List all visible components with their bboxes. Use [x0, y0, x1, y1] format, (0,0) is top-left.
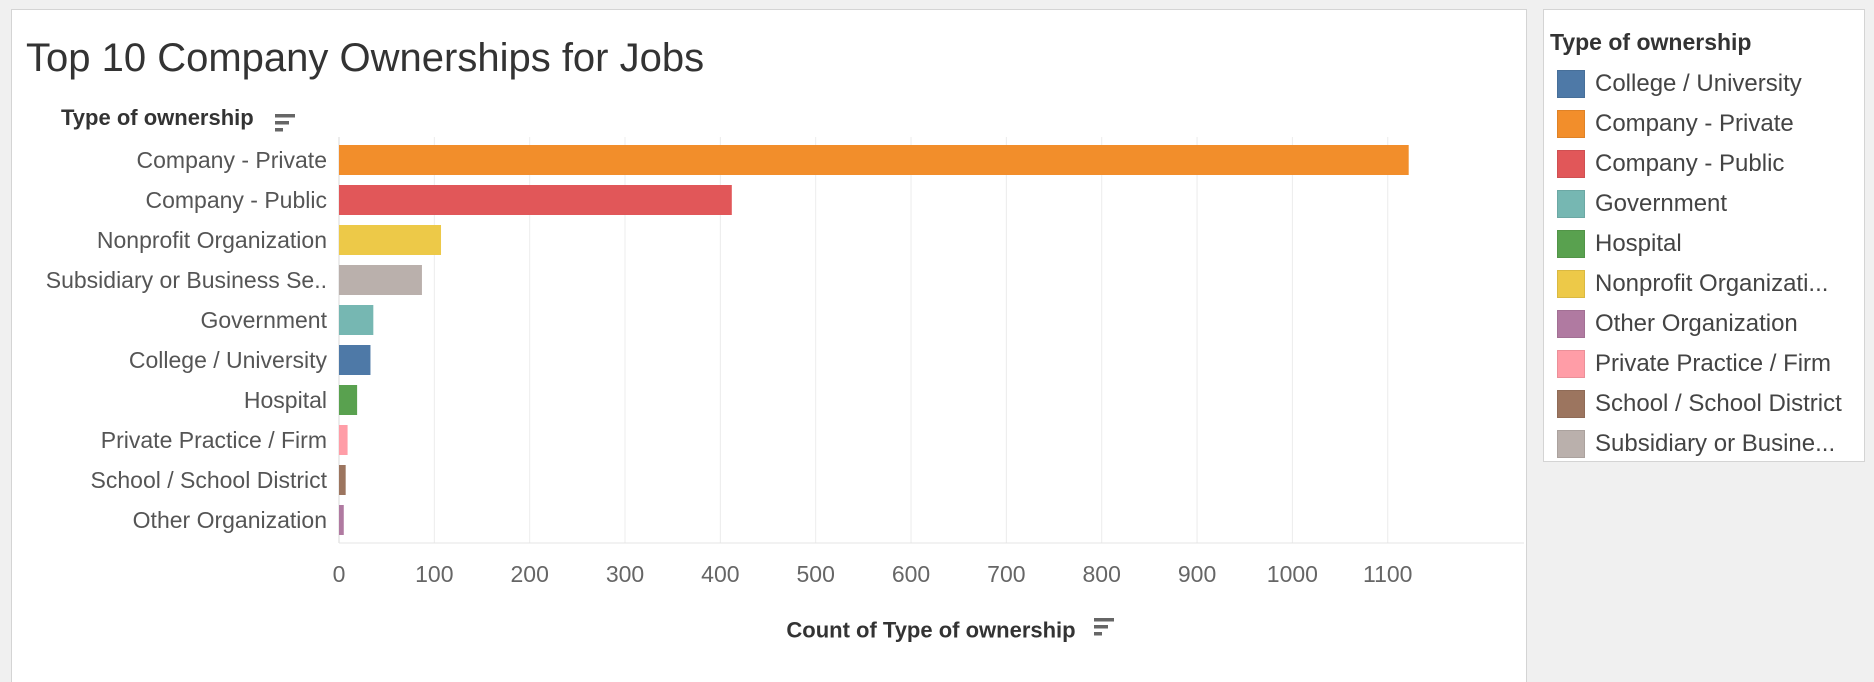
legend-swatch — [1557, 110, 1585, 138]
bar — [339, 305, 374, 335]
x-tick-label: 500 — [797, 561, 835, 587]
legend-label: Hospital — [1595, 230, 1682, 257]
bar — [339, 345, 371, 375]
legend-item[interactable]: Company - Public — [1557, 144, 1862, 184]
bar — [339, 465, 346, 495]
bar — [339, 145, 1409, 175]
legend-item[interactable]: Nonprofit Organizati... — [1557, 264, 1862, 304]
x-tick-label: 800 — [1083, 561, 1121, 587]
legend-item[interactable]: Other Organization — [1557, 304, 1862, 344]
legend-item[interactable]: Subsidiary or Busine... — [1557, 424, 1862, 464]
category-label: Private Practice / Firm — [101, 427, 327, 453]
legend-item[interactable]: Private Practice / Firm — [1557, 344, 1862, 384]
legend-swatch — [1557, 190, 1585, 218]
bar — [339, 505, 344, 535]
legend-swatch — [1557, 150, 1585, 178]
category-label: Company - Public — [145, 187, 327, 213]
legend-item[interactable]: College / University — [1557, 64, 1862, 104]
x-tick-label: 200 — [510, 561, 548, 587]
bar — [339, 265, 422, 295]
x-tick-label: 100 — [415, 561, 453, 587]
y-axis-title: Type of ownership — [61, 105, 254, 130]
legend-swatch — [1557, 70, 1585, 98]
legend-item[interactable]: School / School District — [1557, 384, 1862, 424]
chart-title: Top 10 Company Ownerships for Jobs — [26, 36, 705, 80]
bar — [339, 225, 442, 255]
category-label: School / School District — [91, 467, 328, 493]
category-label: College / University — [129, 347, 328, 373]
category-label: Hospital — [244, 387, 327, 413]
category-label: Nonprofit Organization — [97, 227, 327, 253]
legend-label: Company - Public — [1595, 150, 1785, 177]
x-tick-label: 1000 — [1267, 561, 1318, 587]
legend-label: Subsidiary or Busine... — [1595, 430, 1836, 457]
bar — [339, 185, 732, 215]
x-tick-label: 900 — [1178, 561, 1216, 587]
legend-swatch — [1557, 390, 1585, 418]
x-tick-label: 700 — [987, 561, 1025, 587]
legend-item[interactable]: Government — [1557, 184, 1862, 224]
legend-label: College / University — [1595, 70, 1802, 97]
legend-label: Private Practice / Firm — [1595, 350, 1832, 377]
x-axis-title: Count of Type of ownership — [786, 618, 1075, 643]
x-tick-label: 600 — [892, 561, 930, 587]
legend-swatch — [1557, 230, 1585, 258]
sort-descending-icon[interactable] — [1094, 618, 1114, 636]
bar — [339, 425, 348, 455]
legend-swatch — [1557, 270, 1585, 298]
legend-swatch — [1557, 350, 1585, 378]
legend-label: School / School District — [1595, 390, 1842, 417]
x-tick-label: 0 — [333, 561, 346, 587]
legend-label: Other Organization — [1595, 310, 1798, 337]
legend-swatch — [1557, 310, 1585, 338]
legend-label: Government — [1595, 190, 1728, 217]
legend-label: Nonprofit Organizati... — [1595, 270, 1829, 297]
bar — [339, 385, 358, 415]
category-label: Subsidiary or Business Se.. — [46, 267, 327, 293]
legend-item[interactable]: Hospital — [1557, 224, 1862, 264]
category-label: Company - Private — [137, 147, 327, 173]
legend-label: Company - Private — [1595, 110, 1794, 137]
sort-descending-icon[interactable] — [275, 114, 295, 132]
legend-item[interactable]: Company - Private — [1557, 104, 1862, 144]
legend: Type of ownership College / University Co… — [1543, 9, 1865, 462]
category-label: Other Organization — [133, 507, 327, 533]
x-tick-label: 400 — [701, 561, 739, 587]
legend-swatch — [1557, 430, 1585, 458]
category-label: Government — [200, 307, 327, 333]
x-tick-label: 300 — [606, 561, 644, 587]
legend-title: Type of ownership — [1550, 29, 1752, 55]
chart-panel: Top 10 Company Ownerships for Jobs — [11, 9, 1527, 682]
x-tick-label: 1100 — [1363, 561, 1412, 587]
